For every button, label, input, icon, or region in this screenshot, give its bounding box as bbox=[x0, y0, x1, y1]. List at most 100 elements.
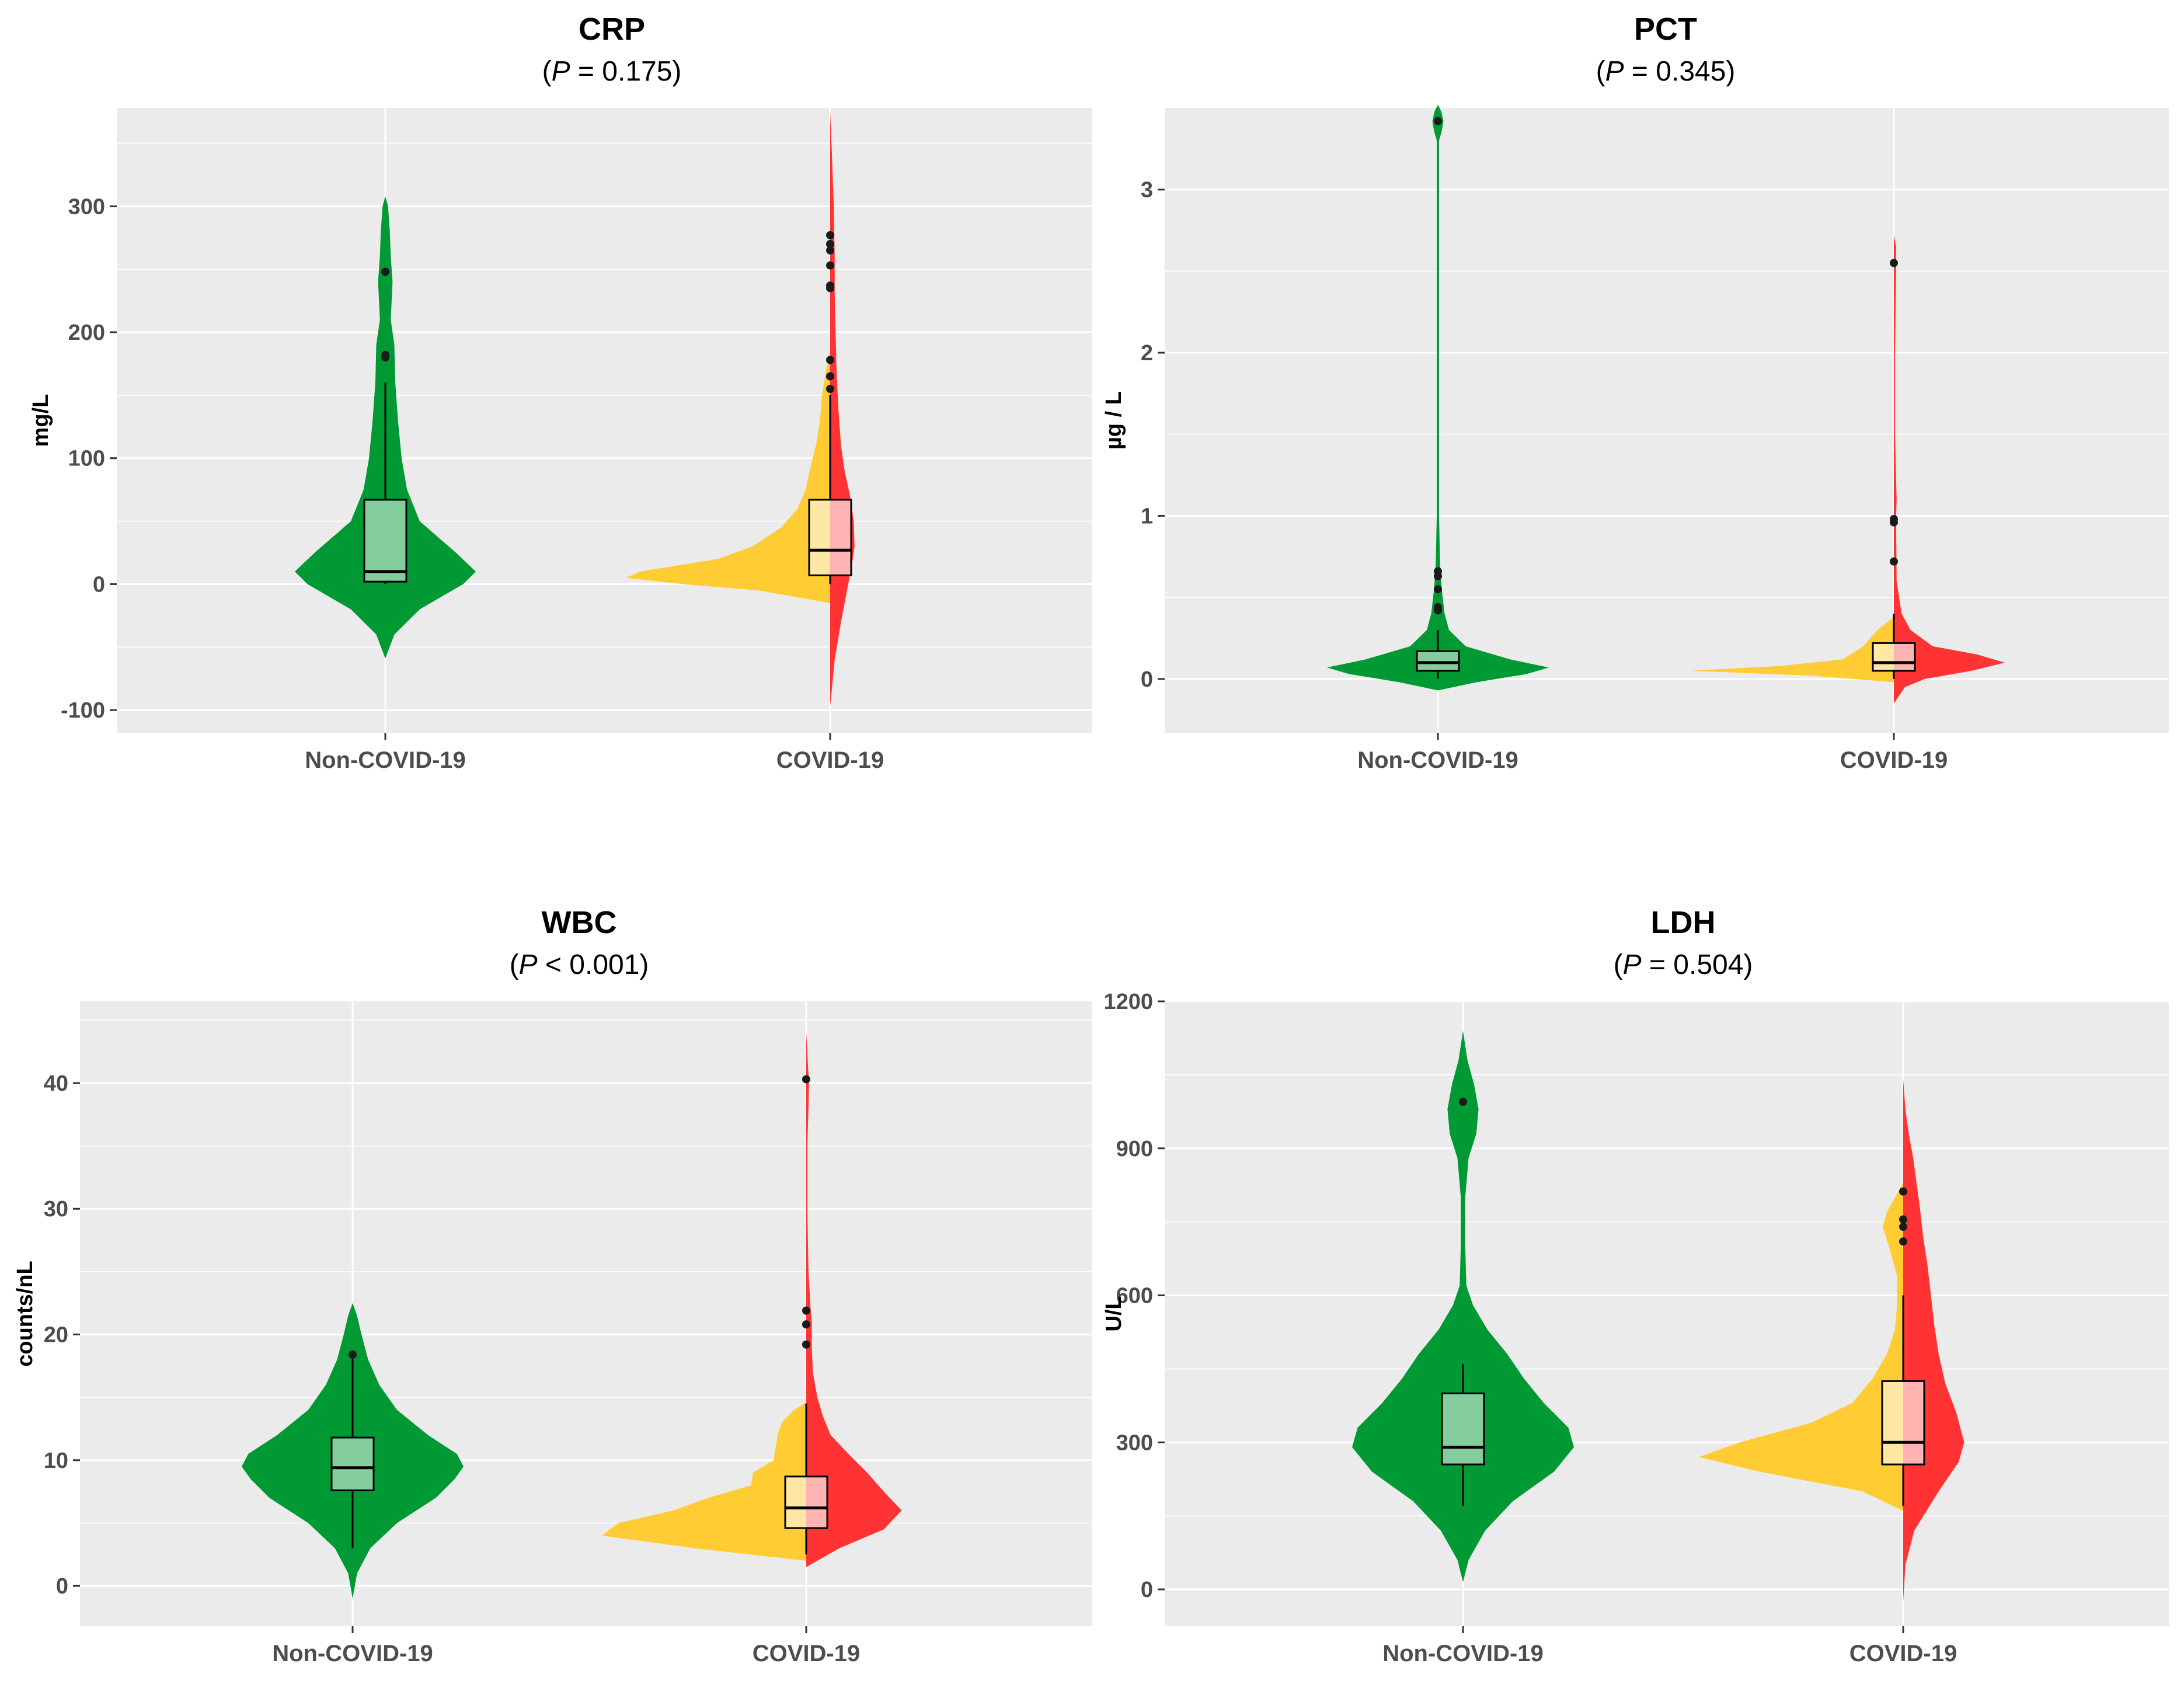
y-tick-label: -100 bbox=[61, 698, 105, 723]
y-axis-label: counts/nL bbox=[13, 1261, 37, 1367]
outlier-point bbox=[1899, 1215, 1907, 1224]
y-tick-label: 300 bbox=[1116, 1431, 1153, 1455]
outlier-point bbox=[381, 267, 389, 276]
subtitle-part-pre: ( bbox=[1614, 949, 1623, 980]
y-tick-label: 0 bbox=[56, 1574, 68, 1599]
x-category-label: COVID-19 bbox=[776, 747, 884, 773]
outlier-point bbox=[802, 1340, 810, 1349]
violin-covid-left-half bbox=[1690, 617, 1894, 683]
group-non-covid bbox=[1327, 105, 1549, 691]
panel-title: WBC bbox=[542, 905, 617, 940]
outlier-point bbox=[381, 350, 389, 359]
outlier-point bbox=[802, 1306, 810, 1315]
group-non-covid bbox=[242, 1303, 464, 1599]
panel-background bbox=[117, 108, 1092, 733]
y-tick-label: 0 bbox=[1141, 667, 1153, 692]
group-covid bbox=[626, 112, 855, 706]
panel-background bbox=[1165, 108, 2169, 733]
outlier-point bbox=[1899, 1223, 1907, 1231]
subtitle-part-val: 0.504 bbox=[1673, 949, 1743, 980]
violin-covid-left-half bbox=[1699, 1182, 1903, 1511]
panel-background bbox=[1165, 1001, 2169, 1626]
group-covid bbox=[602, 1032, 902, 1567]
box-iqr-left bbox=[785, 1476, 806, 1529]
outlier-point bbox=[826, 246, 834, 255]
x-category-label: Non-COVID-19 bbox=[1382, 1641, 1544, 1666]
outlier-point bbox=[1899, 1237, 1907, 1246]
subtitle-part-rel: = bbox=[1642, 949, 1674, 980]
subtitle-part-pre: ( bbox=[1596, 56, 1605, 87]
outlier-point bbox=[1890, 259, 1898, 267]
x-category-label: COVID-19 bbox=[1840, 747, 1948, 773]
subtitle-part-rel: = bbox=[570, 56, 602, 87]
x-category-label: COVID-19 bbox=[753, 1641, 861, 1666]
box-iqr-left bbox=[809, 499, 830, 576]
outlier-point bbox=[826, 239, 834, 248]
x-category-label: Non-COVID-19 bbox=[1357, 747, 1518, 773]
outlier-point bbox=[1434, 567, 1442, 576]
y-tick-label: 10 bbox=[44, 1449, 68, 1473]
violin-non-covid bbox=[1352, 1031, 1574, 1582]
y-axis-label: µg / L bbox=[1102, 391, 1126, 450]
box-outline bbox=[808, 499, 852, 576]
box-iqr-left bbox=[1873, 643, 1894, 671]
x-category-label: Non-COVID-19 bbox=[272, 1641, 433, 1666]
group-non-covid bbox=[295, 196, 476, 659]
y-axis-label: mg/L bbox=[29, 394, 53, 447]
outlier-point bbox=[802, 1320, 810, 1329]
box-iqr bbox=[1441, 1392, 1485, 1466]
outlier-point bbox=[826, 261, 834, 270]
subtitle-part-rel: < bbox=[538, 949, 570, 980]
subtitle-part-val: 0.175 bbox=[602, 56, 672, 87]
y-tick-label: 300 bbox=[68, 194, 105, 219]
panel-background bbox=[80, 1001, 1092, 1626]
y-tick-label: 0 bbox=[1141, 1578, 1153, 1602]
group-covid bbox=[1699, 1080, 1964, 1602]
subtitle-part-p: P bbox=[519, 949, 538, 980]
y-tick-label: 0 bbox=[93, 572, 105, 597]
panel-subtitle: (P < 0.001) bbox=[510, 949, 649, 980]
group-non-covid bbox=[1352, 1031, 1574, 1582]
panel-title: LDH bbox=[1651, 905, 1716, 940]
box-iqr-right bbox=[806, 1476, 827, 1529]
violin-covid-left-half bbox=[602, 1402, 806, 1561]
panel-subtitle: (P = 0.175) bbox=[542, 56, 682, 87]
outlier-point bbox=[826, 281, 834, 290]
box-iqr bbox=[1416, 650, 1460, 672]
outlier-point bbox=[1434, 603, 1442, 611]
panel-ldh: 0 300 600 900 1200 Non-COVID-19 COVID-19 LDH (P … bbox=[1102, 905, 2169, 1666]
subtitle-part-p: P bbox=[1605, 56, 1624, 87]
y-tick-label: 20 bbox=[44, 1323, 68, 1348]
outlier-point bbox=[826, 231, 834, 239]
y-axis-label: U/L bbox=[1102, 1296, 1126, 1331]
box-outline bbox=[1881, 1380, 1925, 1466]
box-outline bbox=[1872, 642, 1916, 672]
box-iqr-left bbox=[1882, 1381, 1903, 1465]
violin-non-covid bbox=[1327, 105, 1549, 691]
x-category-label: COVID-19 bbox=[1849, 1641, 1957, 1666]
panel-title: CRP bbox=[579, 12, 645, 47]
subtitle-part-rel: = bbox=[1624, 56, 1656, 87]
panel-title: PCT bbox=[1634, 12, 1697, 47]
violin-covid-right-half bbox=[1903, 1080, 1964, 1602]
panel-subtitle: (P = 0.504) bbox=[1614, 949, 1753, 980]
y-tick-label: 1 bbox=[1141, 504, 1153, 528]
y-tick-label: 900 bbox=[1116, 1137, 1153, 1161]
box-outline bbox=[784, 1475, 828, 1529]
y-tick-label: 100 bbox=[68, 447, 105, 471]
subtitle-part-post: ) bbox=[1726, 56, 1735, 87]
outlier-point bbox=[349, 1350, 357, 1359]
outlier-point bbox=[802, 1075, 810, 1084]
group-covid bbox=[1690, 235, 2005, 704]
box-iqr bbox=[330, 1436, 375, 1491]
violin-covid-left-half bbox=[626, 351, 830, 603]
outlier-point bbox=[1459, 1098, 1467, 1106]
panel-crp: -100 0 100 200 300 Non-COVID-19 COVID-19 CRP (P … bbox=[29, 12, 1092, 773]
subtitle-part-pre: ( bbox=[542, 56, 552, 87]
outlier-point bbox=[1434, 117, 1442, 126]
outlier-point bbox=[1890, 557, 1898, 566]
panel-subtitle: (P = 0.345) bbox=[1596, 56, 1736, 87]
box-iqr-right bbox=[1894, 643, 1915, 671]
y-tick-label: 1200 bbox=[1103, 990, 1153, 1014]
